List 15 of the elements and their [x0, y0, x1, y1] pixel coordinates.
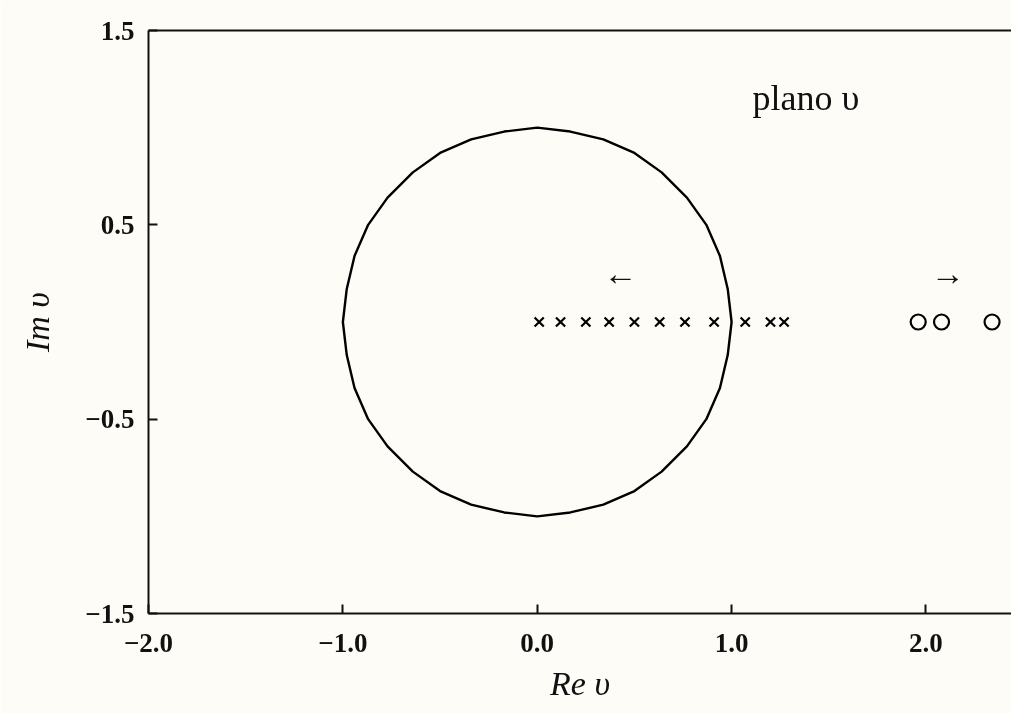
annotation: → — [930, 255, 965, 293]
y-axis-title: Im υ — [19, 292, 57, 353]
x-tick-label: −1.0 — [318, 627, 368, 658]
x-tick-label: 0.0 — [520, 627, 555, 658]
y-tick-label: 1.5 — [100, 15, 135, 46]
y-tick-label: 0.5 — [100, 209, 135, 240]
annotation: plano υ — [752, 77, 860, 118]
y-tick-label: −1.5 — [85, 598, 135, 629]
x-axis-title: Re υ — [549, 664, 610, 702]
x-tick-label: −2.0 — [123, 627, 174, 658]
x-tick-label: 2.0 — [909, 627, 943, 658]
line-series — [341, 126, 733, 518]
x-tick-label: 1.0 — [714, 627, 749, 658]
annotation: ← — [603, 255, 638, 293]
y-tick-label: −0.5 — [85, 404, 135, 435]
